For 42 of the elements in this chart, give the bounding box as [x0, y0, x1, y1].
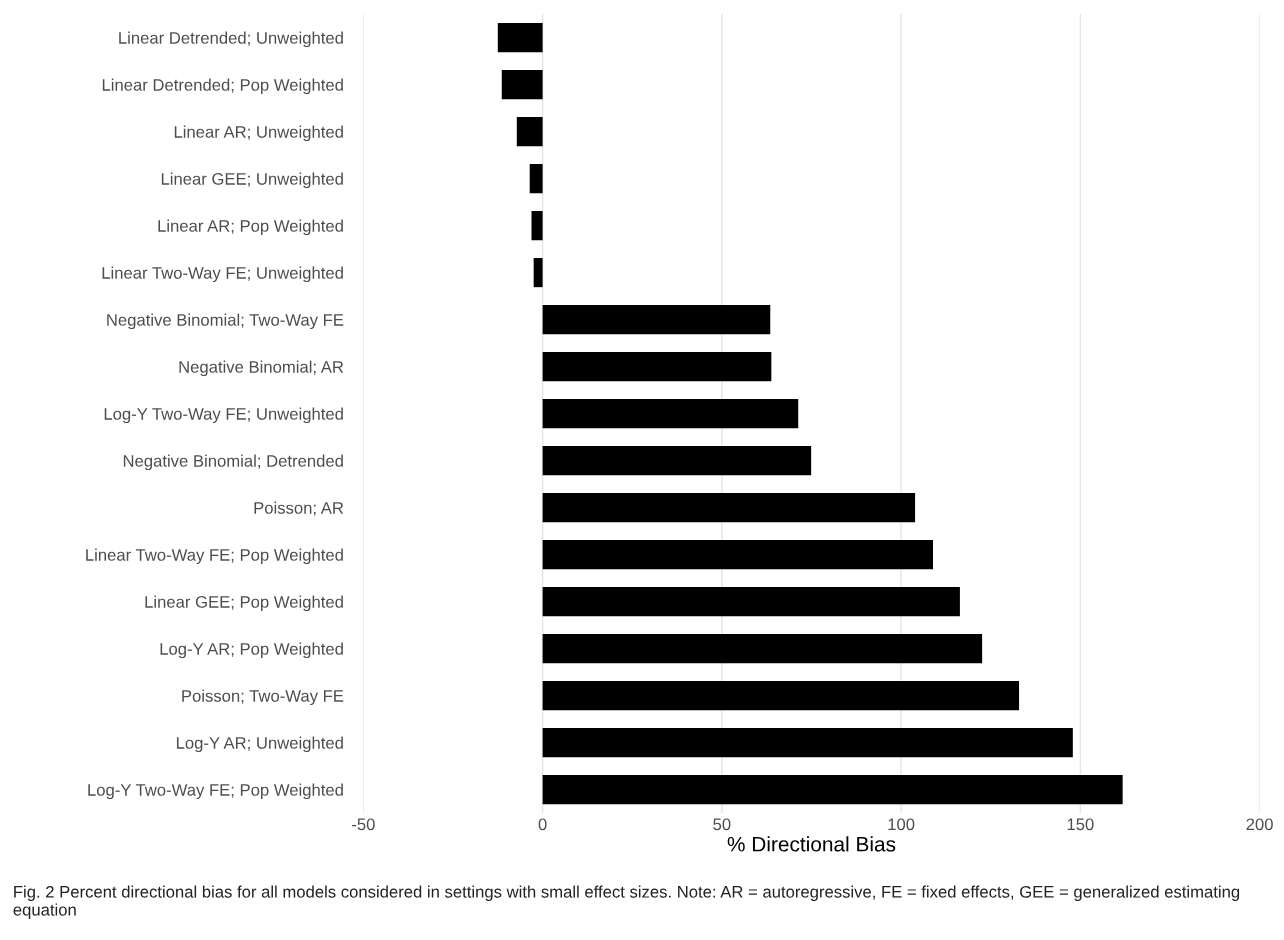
- bar: [497, 23, 543, 53]
- y-tick-label: Linear Detrended; Unweighted: [119, 31, 343, 48]
- bar: [542, 493, 916, 523]
- x-axis-title: % Directional Bias: [727, 836, 896, 852]
- bar: [529, 164, 543, 194]
- y-tick-label: Log-Y AR; Pop Weighted: [160, 642, 343, 659]
- bar: [501, 70, 543, 100]
- y-tick-label: Linear Two-Way FE; Unweighted: [102, 266, 343, 283]
- y-tick-label: Linear Two-Way FE; Pop Weighted: [86, 548, 343, 565]
- bar: [542, 540, 934, 570]
- bar: [531, 211, 543, 241]
- x-tick-label: 0: [538, 818, 547, 831]
- x-tick-label: 200: [1246, 818, 1273, 831]
- y-tick-label: Linear Detrended; Pop Weighted: [102, 78, 343, 95]
- y-tick-label: Negative Binomial; AR: [179, 360, 344, 377]
- bar: [542, 352, 772, 382]
- y-tick-label: Poisson; Two-Way FE: [182, 689, 344, 706]
- bar: [516, 117, 543, 147]
- y-tick-label: Linear GEE; Pop Weighted: [145, 595, 343, 612]
- y-tick-label: Log-Y AR; Unweighted: [176, 736, 343, 753]
- x-tick-label: 100: [888, 818, 915, 831]
- bar: [542, 775, 1123, 805]
- y-tick-label: Linear AR; Pop Weighted: [158, 219, 343, 236]
- bar: [542, 681, 1020, 711]
- y-tick-label: Negative Binomial; Detrended: [123, 454, 343, 471]
- x-tick-label: -50: [352, 818, 375, 831]
- x-tick-label: 50: [713, 818, 731, 831]
- y-tick-label: Linear GEE; Unweighted: [161, 172, 343, 189]
- bar: [542, 399, 799, 429]
- bar: [542, 446, 812, 476]
- bar: [542, 728, 1073, 758]
- bar: [542, 305, 771, 335]
- y-tick-label: Negative Binomial; Two-Way FE: [107, 313, 344, 330]
- y-tick-label: Linear AR; Unweighted: [174, 125, 343, 142]
- bar: [542, 587, 960, 617]
- caption: Fig. 2 Percent directional bias for all models considered in settings with small effect sizes. Note: AR = autoregressive, FE = fixed effects, GEE = generalized estimating equation: [13, 885, 1240, 919]
- y-tick-label: Poisson; AR: [254, 501, 344, 516]
- bar: [542, 634, 983, 664]
- y-tick-label: Log-Y Two-Way FE; Unweighted: [104, 407, 343, 424]
- bar: [533, 258, 543, 288]
- x-tick-label: 150: [1067, 818, 1094, 831]
- y-tick-label: Log-Y Two-Way FE; Pop Weighted: [88, 783, 343, 800]
